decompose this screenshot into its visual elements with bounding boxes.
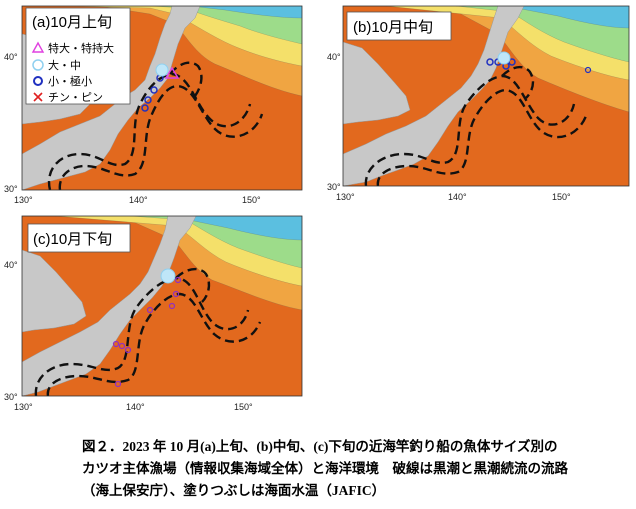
lat-label-30: 30° (327, 182, 341, 192)
lon-label-150: 150° (234, 402, 253, 412)
figure-caption: 図２．2023 年 10 月(a)上旬、(b)中旬、(c)下旬の近海竿釣り船の魚… (82, 436, 622, 502)
kuroshio-path (364, 74, 576, 186)
kuroshio-path (376, 88, 588, 186)
lon-label-140: 140° (126, 402, 145, 412)
map-panel-a: 40° 30° 130° 140° 150° (a)10月上旬 特大・特持大 大… (0, 4, 305, 214)
lon-label-130: 130° (14, 195, 33, 205)
kuroshio-path (501, 65, 535, 99)
triangle-icon (31, 41, 45, 53)
circle-icon (32, 59, 44, 71)
sst-field (343, 6, 629, 186)
kuroshio-path (47, 72, 252, 190)
panel-title: (a)10月上旬 (32, 14, 112, 31)
lon-label-130: 130° (336, 192, 355, 202)
land-mass (22, 216, 197, 396)
lon-label-140: 140° (129, 195, 148, 205)
legend-label: 大・中 (48, 58, 81, 72)
lat-label-30: 30° (4, 184, 18, 194)
kuroshio-path (169, 61, 203, 97)
lon-label-150: 150° (242, 195, 261, 205)
legend-label: 小・極小 (48, 74, 92, 88)
kuroshio-path (175, 267, 211, 303)
lat-label-40: 40° (4, 52, 18, 62)
circle-bold-icon (33, 76, 43, 86)
fishing-ground-markers (112, 268, 182, 388)
lon-label-150: 150° (552, 192, 571, 202)
panel-title: (c)10月下旬 (33, 231, 112, 248)
land-mass (343, 6, 525, 186)
kuroshio-path (46, 292, 262, 396)
fishing-ground-markers (141, 63, 180, 112)
map-panel-b: 40° 30° 130° 140° 150° (b)10月中旬 (326, 4, 631, 214)
lat-label-40: 40° (327, 52, 341, 62)
lon-label-130: 130° (14, 402, 33, 412)
lat-label-40: 40° (4, 260, 18, 270)
cross-icon (33, 92, 43, 102)
lat-label-30: 30° (4, 392, 18, 402)
kuroshio-path (58, 84, 264, 190)
caption-line: （海上保安庁）、塗りつぶしは海面水温（JAFIC） (82, 483, 386, 498)
fishing-ground-markers (486, 51, 592, 74)
lon-label-140: 140° (448, 192, 467, 202)
map-panel-c: 40° 30° 130° 140° 150° (c)10月下旬 (0, 214, 305, 424)
caption-line: カツオ主体漁場（情報収集海域全体）と海洋環境 破線は黒潮と黒潮続流の流路 (82, 461, 568, 476)
legend-box: (a)10月上旬 特大・特持大 大・中 小・極小 チン・ピン (25, 7, 131, 105)
legend-label: チン・ピン (48, 91, 103, 104)
legend-label: 特大・特持大 (48, 41, 114, 55)
caption-line: 図２．2023 年 10 月(a)上旬、(b)中旬、(c)下旬の近海竿釣り船の魚… (82, 439, 558, 454)
panel-title: (b)10月中旬 (353, 19, 433, 36)
